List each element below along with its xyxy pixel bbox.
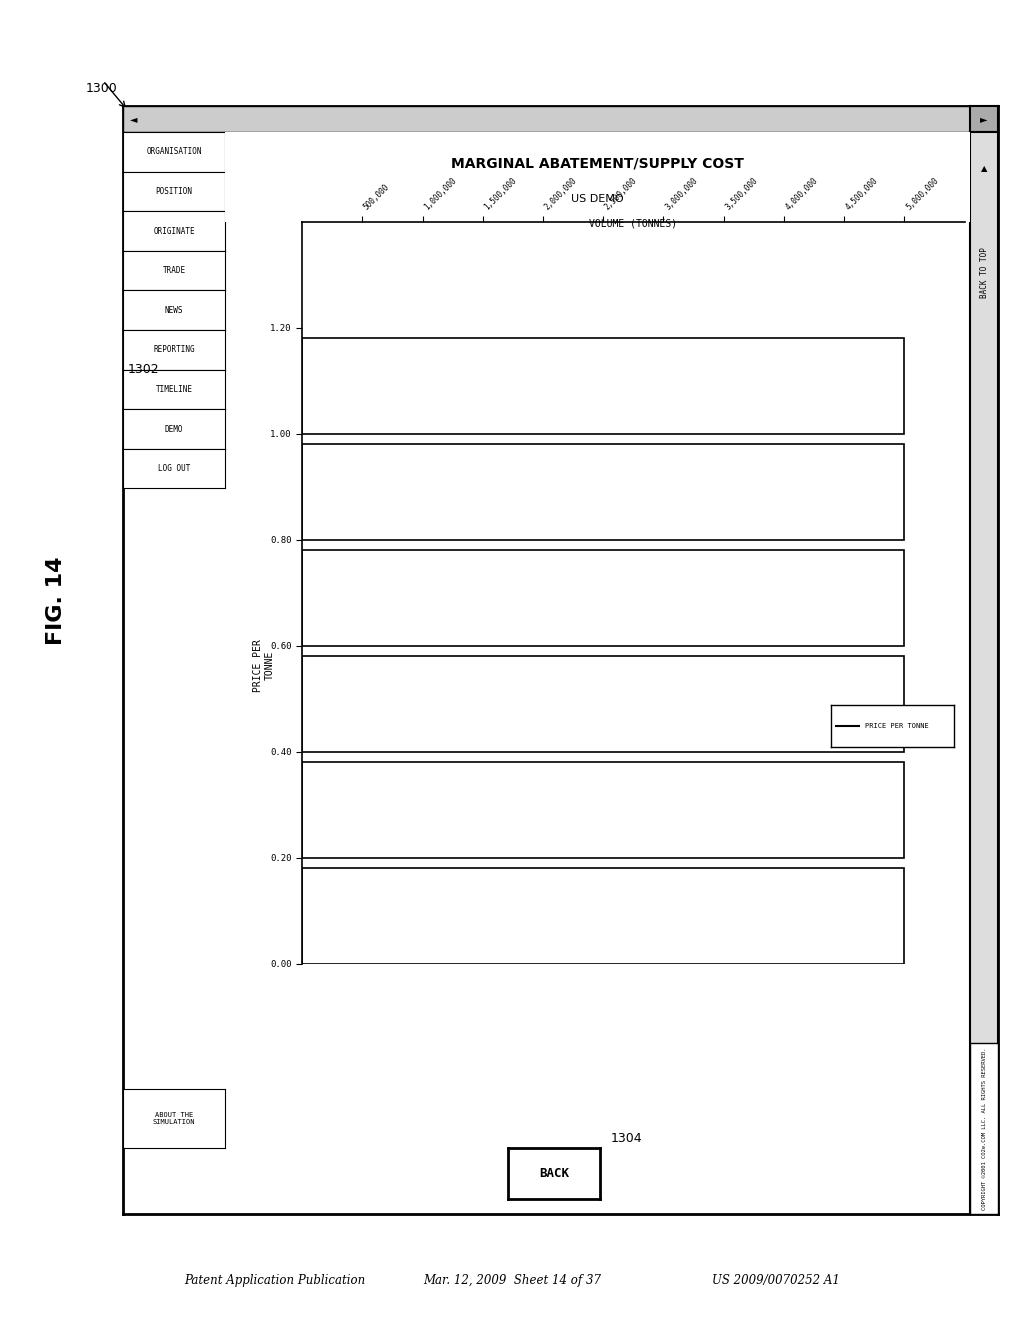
Text: 1300: 1300 [86, 82, 118, 95]
Text: REPORTING: REPORTING [154, 346, 195, 354]
Text: ◄: ◄ [130, 114, 137, 124]
Text: ABOUT THE
SIMULATION: ABOUT THE SIMULATION [153, 1113, 196, 1125]
Text: COPYRIGHT ©2001 CO2e.COM LLC. ALL RIGHTS RESERVED.: COPYRIGHT ©2001 CO2e.COM LLC. ALL RIGHTS… [982, 1047, 986, 1210]
Bar [302, 338, 904, 434]
Text: ORIGINATE: ORIGINATE [154, 227, 195, 235]
Bar [302, 656, 904, 751]
Text: Patent Application Publication: Patent Application Publication [184, 1274, 366, 1287]
Text: PRICE PER TONNE: PRICE PER TONNE [864, 723, 929, 729]
Text: PRICE PER
TONNE: PRICE PER TONNE [253, 639, 275, 692]
Text: MARGINAL ABATEMENT/SUPPLY COST: MARGINAL ABATEMENT/SUPPLY COST [451, 156, 744, 170]
Text: TRADE: TRADE [163, 267, 185, 275]
Text: POSITION: POSITION [156, 187, 193, 195]
Text: ORGANISATION: ORGANISATION [146, 148, 202, 156]
Text: BACK TO TOP: BACK TO TOP [980, 247, 988, 298]
Bar [302, 445, 904, 540]
Text: ►: ► [980, 114, 988, 124]
Text: 1302: 1302 [128, 363, 160, 376]
Text: Mar. 12, 2009  Sheet 14 of 37: Mar. 12, 2009 Sheet 14 of 37 [423, 1274, 601, 1287]
Text: DEMO: DEMO [165, 425, 183, 433]
Text: TIMELINE: TIMELINE [156, 385, 193, 393]
Text: LOG OUT: LOG OUT [158, 465, 190, 473]
Text: ▲: ▲ [981, 165, 987, 173]
Text: US 2009/0070252 A1: US 2009/0070252 A1 [712, 1274, 840, 1287]
Bar [302, 762, 904, 858]
Bar [302, 550, 904, 645]
Text: NEWS: NEWS [165, 306, 183, 314]
Text: VOLUME (TONNES): VOLUME (TONNES) [589, 218, 678, 228]
Text: US DEMO: US DEMO [571, 194, 624, 205]
Text: BACK: BACK [540, 1167, 569, 1180]
Bar [302, 869, 904, 964]
Text: FIG. 14: FIG. 14 [46, 556, 67, 645]
Text: 1304: 1304 [610, 1131, 642, 1144]
